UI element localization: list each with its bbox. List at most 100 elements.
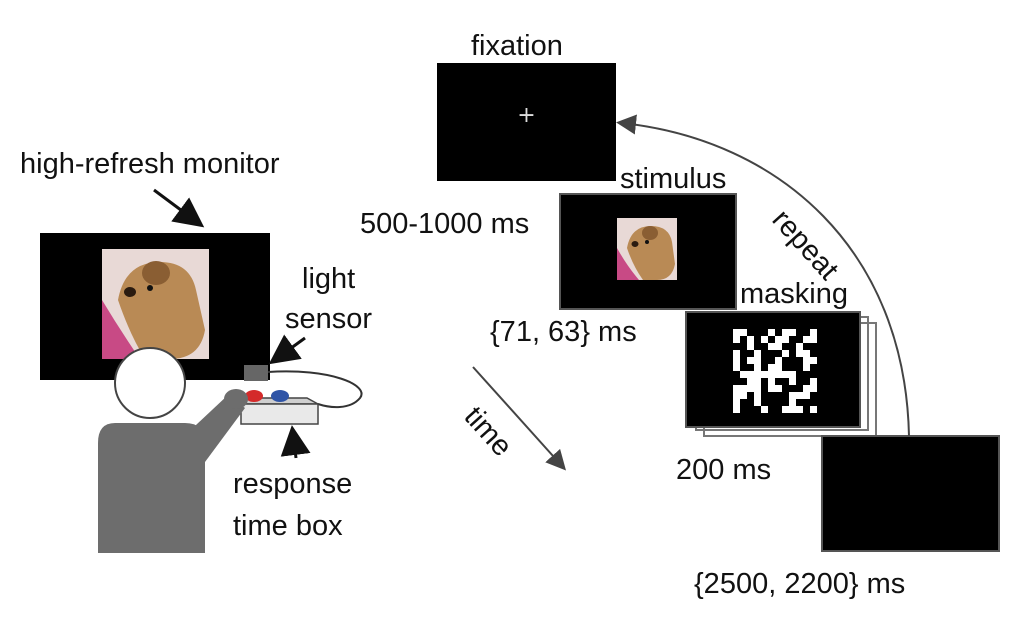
mask-cell xyxy=(747,364,754,371)
mask-cell xyxy=(782,371,789,378)
mask-cell xyxy=(740,336,747,343)
mask-cell xyxy=(761,336,768,343)
mask-cell xyxy=(810,399,817,406)
mask-cell xyxy=(789,343,796,350)
mask-cell xyxy=(761,350,768,357)
mask-cell xyxy=(789,406,796,413)
mask-cell xyxy=(754,371,761,378)
mask-cell xyxy=(761,343,768,350)
mask-cell xyxy=(789,350,796,357)
mask-cell xyxy=(796,357,803,364)
light-sensor-pointer-arrow xyxy=(268,334,306,365)
mask-cell xyxy=(789,371,796,378)
blank-screen xyxy=(821,435,1000,552)
mask-cell xyxy=(810,350,817,357)
mask-cell xyxy=(803,378,810,385)
fixation-cross: + xyxy=(517,103,536,128)
mask-cell xyxy=(733,399,740,406)
masking-screen xyxy=(685,311,861,428)
mask-cell xyxy=(782,336,789,343)
mask-cell xyxy=(782,329,789,336)
mask-cell xyxy=(733,357,740,364)
mask-cell xyxy=(810,392,817,399)
light-sensor-label-line1: light xyxy=(302,263,356,295)
mask-cell xyxy=(768,399,775,406)
mask-cell xyxy=(796,350,803,357)
mask-cell xyxy=(747,371,754,378)
mask-cell xyxy=(761,329,768,336)
person-head xyxy=(114,347,186,419)
mask-cell xyxy=(782,350,789,357)
response-time-box xyxy=(240,403,319,425)
mask-cell xyxy=(810,329,817,336)
mask-cell xyxy=(782,357,789,364)
mask-cell xyxy=(810,336,817,343)
mask-cell xyxy=(803,357,810,364)
mask-cell xyxy=(761,399,768,406)
mask-cell xyxy=(810,357,817,364)
mask-cell xyxy=(789,385,796,392)
mask-cell xyxy=(740,392,747,399)
mask-cell xyxy=(803,399,810,406)
mask-cell xyxy=(775,357,782,364)
mask-cell xyxy=(810,343,817,350)
monitor-dog-image xyxy=(102,249,209,359)
mask-cell xyxy=(733,343,740,350)
mask-cell xyxy=(740,357,747,364)
mask-cell xyxy=(789,364,796,371)
stimulus-duration: {71, 63} ms xyxy=(490,316,637,348)
mask-cell xyxy=(782,378,789,385)
mask-cell xyxy=(782,399,789,406)
mask-cell xyxy=(747,357,754,364)
masking-duration: 200 ms xyxy=(676,454,772,486)
mask-cell xyxy=(803,350,810,357)
mask-cell xyxy=(733,329,740,336)
mask-cell xyxy=(754,399,761,406)
mask-cell xyxy=(768,392,775,399)
mask-cell xyxy=(740,364,747,371)
stimulus-dog-image xyxy=(617,218,677,280)
mask-cell xyxy=(775,371,782,378)
mask-cell xyxy=(782,385,789,392)
mask-cell xyxy=(810,406,817,413)
blank-duration: {2500, 2200} ms xyxy=(694,568,906,600)
mask-cell xyxy=(803,406,810,413)
stimulus-label: stimulus xyxy=(620,163,727,195)
stimulus-screen xyxy=(559,193,737,310)
mask-cell xyxy=(754,329,761,336)
mask-cell xyxy=(754,385,761,392)
mask-cell xyxy=(789,399,796,406)
mask-cell xyxy=(768,336,775,343)
mask-cell xyxy=(796,406,803,413)
mask-cell xyxy=(761,371,768,378)
fixation-duration: 500-1000 ms xyxy=(360,208,530,240)
mask-cell xyxy=(747,392,754,399)
mask-cell xyxy=(803,343,810,350)
noise-mask-pattern xyxy=(733,329,817,413)
mask-cell xyxy=(789,336,796,343)
mask-cell xyxy=(789,329,796,336)
mask-cell xyxy=(768,378,775,385)
mask-cell xyxy=(782,364,789,371)
mask-cell xyxy=(747,336,754,343)
light-sensor-label-line2: sensor xyxy=(285,303,373,335)
mask-cell xyxy=(775,350,782,357)
mask-cell xyxy=(775,364,782,371)
mask-cell xyxy=(740,378,747,385)
mask-cell xyxy=(747,406,754,413)
response-box-label-line1: response xyxy=(233,468,353,500)
mask-cell xyxy=(768,350,775,357)
mask-cell xyxy=(754,336,761,343)
mask-cell xyxy=(775,378,782,385)
mask-cell xyxy=(775,329,782,336)
mask-cell xyxy=(810,364,817,371)
mask-cell xyxy=(768,385,775,392)
mask-cell xyxy=(733,378,740,385)
mask-cell xyxy=(782,406,789,413)
mask-cell xyxy=(733,350,740,357)
mask-cell xyxy=(775,392,782,399)
mask-cell xyxy=(803,371,810,378)
mask-cell xyxy=(754,392,761,399)
mask-cell xyxy=(761,357,768,364)
mask-cell xyxy=(796,371,803,378)
